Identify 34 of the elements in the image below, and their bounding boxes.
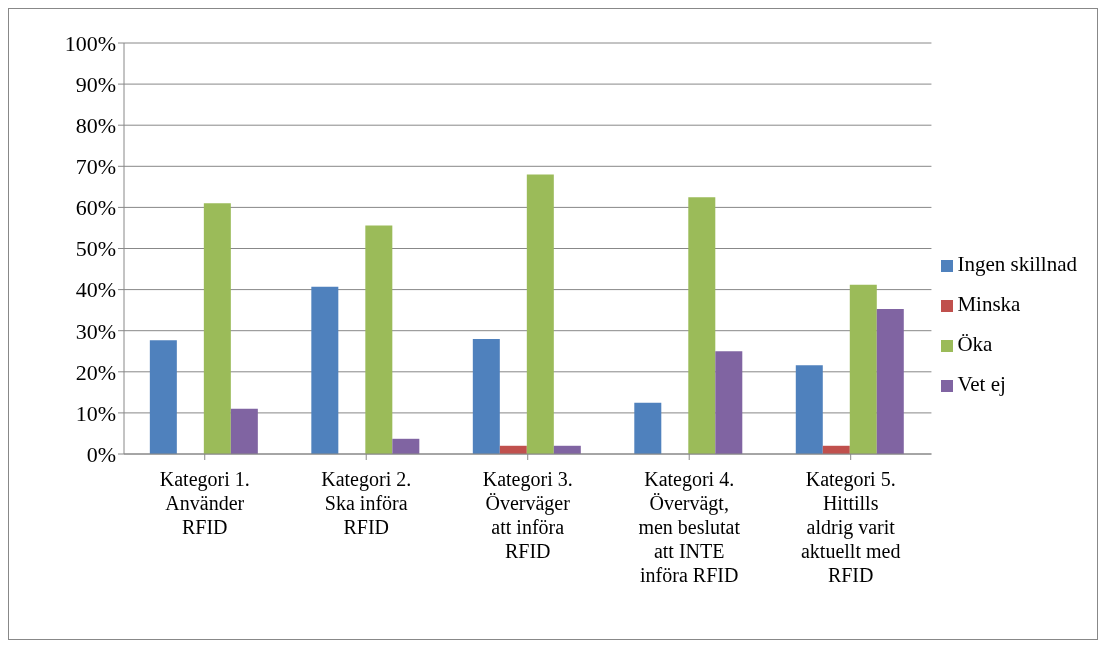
bar xyxy=(876,308,904,454)
y-tick-label: 60% xyxy=(75,195,116,221)
legend-label: Ingen skillnad xyxy=(957,252,1077,276)
bar xyxy=(149,340,177,454)
y-tick-label: 70% xyxy=(75,154,116,180)
y-tick-label: 40% xyxy=(75,277,116,303)
bar xyxy=(392,438,420,454)
y-tick-label: 10% xyxy=(75,400,116,426)
bar xyxy=(230,408,258,454)
bar xyxy=(311,286,339,454)
bar xyxy=(526,174,554,454)
y-tick-label: 0% xyxy=(86,441,116,467)
bar xyxy=(365,225,393,454)
bar xyxy=(849,284,877,454)
y-tick-label: 30% xyxy=(75,318,116,344)
y-tick-label: 50% xyxy=(75,236,116,262)
x-tick-label: Kategori 3. Överväger att införa RFID xyxy=(482,468,573,562)
bar xyxy=(795,365,823,454)
y-tick-label: 100% xyxy=(64,30,116,56)
bar xyxy=(715,351,743,454)
bar xyxy=(472,338,500,454)
x-tick-label: Kategori 2. Ska införa RFID xyxy=(321,468,412,538)
x-tick-label: Kategori 1. Använder RFID xyxy=(159,468,250,538)
legend-label: Vet ej xyxy=(957,372,1006,396)
bar xyxy=(634,402,662,454)
bar xyxy=(203,203,231,454)
legend-label: Öka xyxy=(957,332,993,356)
y-tick-label: 80% xyxy=(75,113,116,139)
legend-label: Minska xyxy=(957,292,1021,316)
y-tick-label: 20% xyxy=(75,359,116,385)
y-tick-label: 90% xyxy=(75,71,116,97)
x-tick-label: Kategori 5. Hittills aldrig varit aktuellt med RFID xyxy=(800,468,901,586)
bar xyxy=(688,197,716,454)
x-tick-label: Kategori 4. Övervägt, men beslutat att INTE införa RFID xyxy=(638,468,741,586)
